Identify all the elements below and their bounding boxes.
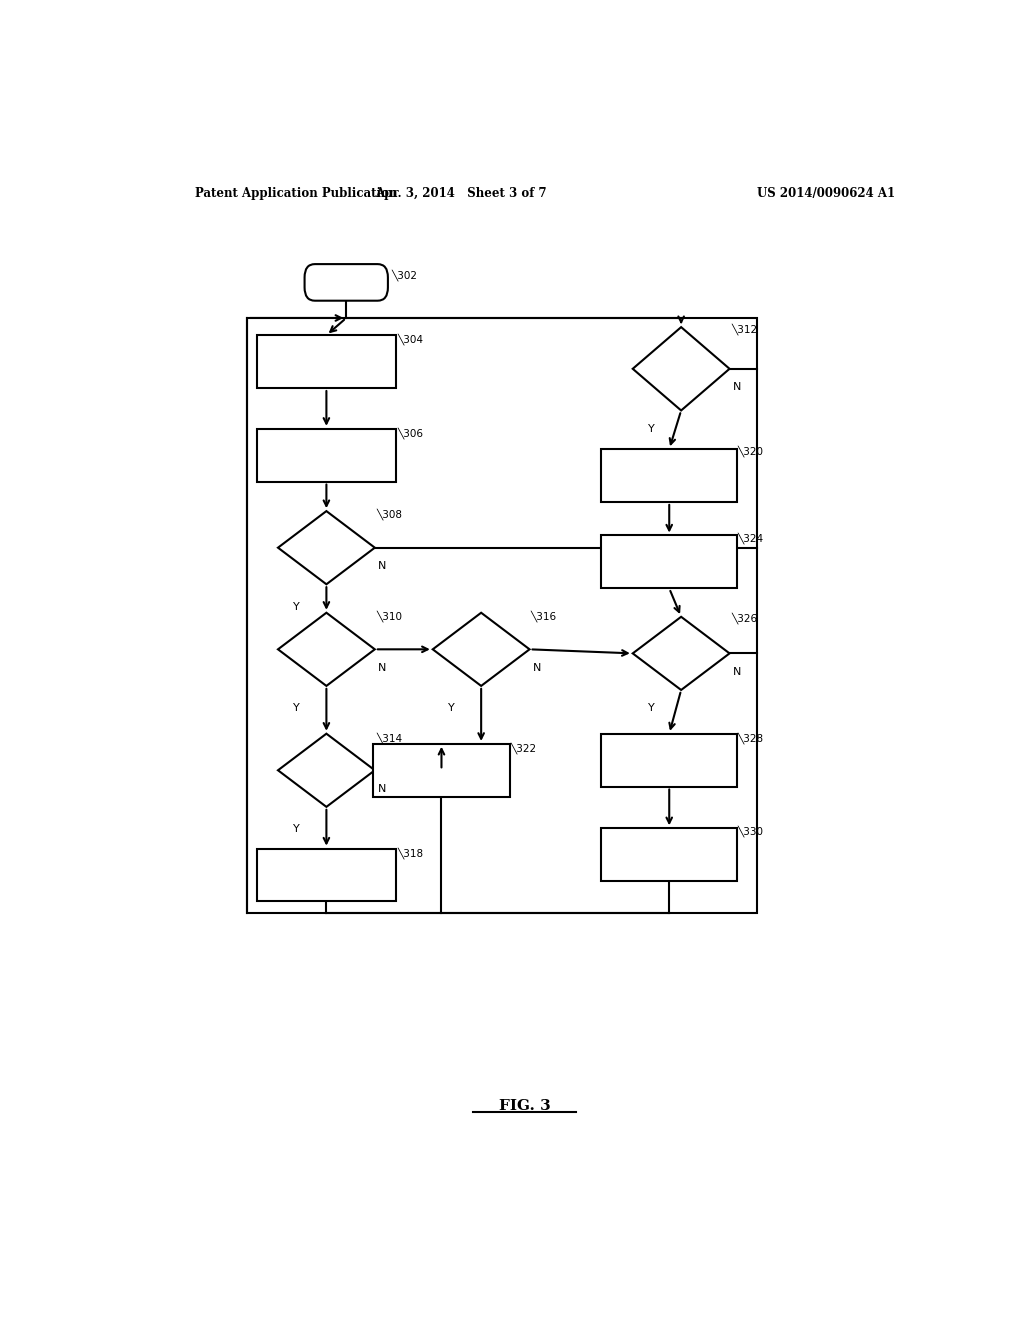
Text: ╲326: ╲326 — [731, 612, 758, 623]
Text: N: N — [532, 663, 541, 673]
Text: Y: Y — [293, 824, 300, 834]
Text: ╲324: ╲324 — [737, 533, 764, 544]
Text: Apr. 3, 2014   Sheet 3 of 7: Apr. 3, 2014 Sheet 3 of 7 — [376, 187, 547, 201]
Text: Y: Y — [647, 424, 654, 434]
Text: ╲330: ╲330 — [737, 825, 764, 837]
Text: FIG. 3: FIG. 3 — [499, 1098, 551, 1113]
Text: ╲316: ╲316 — [530, 610, 556, 622]
Bar — [257, 335, 396, 388]
Text: ╲312: ╲312 — [731, 323, 758, 335]
Polygon shape — [633, 327, 729, 411]
Text: N: N — [733, 381, 741, 392]
Bar — [247, 318, 757, 912]
Text: N: N — [378, 784, 386, 793]
Text: N: N — [378, 663, 386, 673]
Bar — [601, 449, 737, 502]
Polygon shape — [278, 612, 375, 686]
Bar — [601, 536, 737, 589]
Text: ╲308: ╲308 — [377, 508, 402, 520]
Text: ╲314: ╲314 — [377, 731, 402, 743]
Polygon shape — [278, 511, 375, 585]
Text: Y: Y — [447, 704, 455, 713]
Text: Y: Y — [293, 602, 300, 611]
Text: ╲322: ╲322 — [511, 742, 537, 754]
Text: US 2014/0090624 A1: US 2014/0090624 A1 — [758, 187, 895, 201]
Polygon shape — [633, 616, 729, 690]
Text: ╲328: ╲328 — [737, 731, 764, 743]
Bar — [257, 849, 396, 902]
Text: ╲306: ╲306 — [397, 426, 424, 438]
Bar — [373, 744, 510, 797]
Bar — [601, 828, 737, 880]
Text: ╲304: ╲304 — [397, 334, 424, 345]
Polygon shape — [433, 612, 529, 686]
FancyBboxPatch shape — [304, 264, 388, 301]
Text: N: N — [733, 667, 741, 677]
Bar — [601, 734, 737, 787]
Text: ╲318: ╲318 — [397, 847, 424, 859]
Text: ╲310: ╲310 — [377, 610, 402, 622]
Text: Y: Y — [293, 704, 300, 713]
Text: ╲320: ╲320 — [737, 445, 764, 457]
Text: Patent Application Publication: Patent Application Publication — [196, 187, 398, 201]
Text: ╲302: ╲302 — [391, 269, 418, 281]
Text: Y: Y — [647, 704, 654, 713]
Text: N: N — [378, 561, 386, 572]
Polygon shape — [278, 734, 375, 807]
Bar — [257, 429, 396, 482]
